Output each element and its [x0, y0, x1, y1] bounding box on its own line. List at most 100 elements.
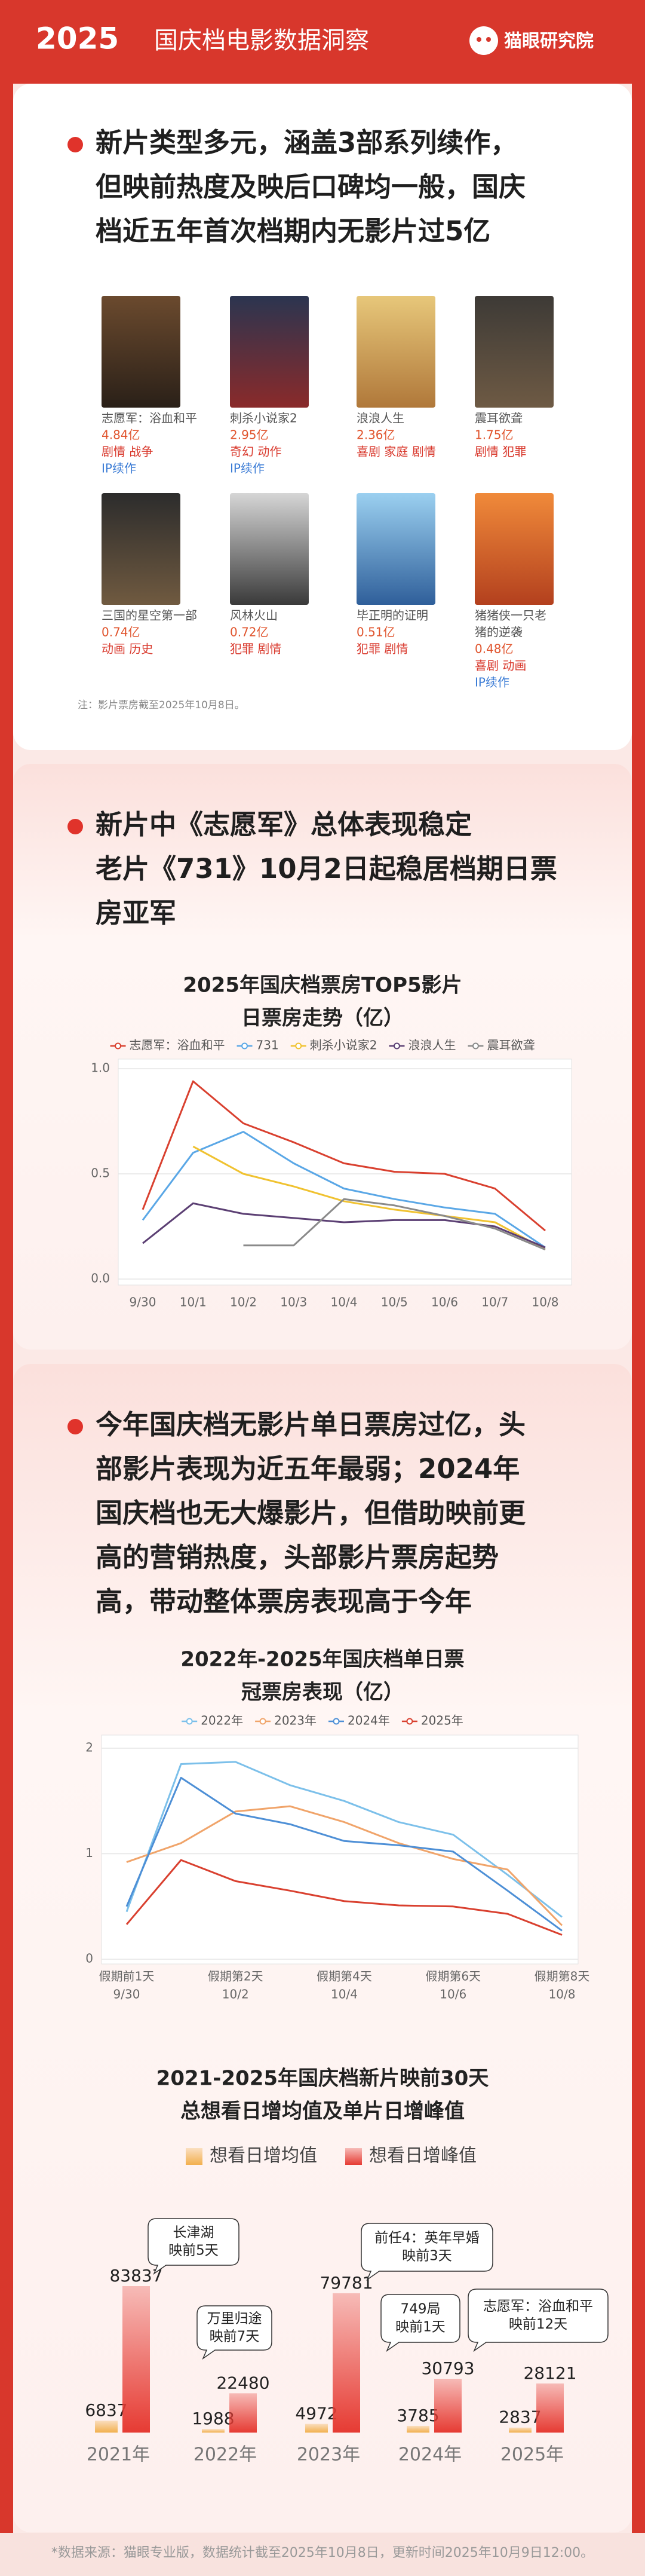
brand-logo-eye	[477, 37, 481, 42]
legend-label: 2024年	[348, 1714, 390, 1728]
heading-line: 档近五年首次档期内无影片过5亿	[96, 215, 490, 247]
bar-value-label: 1988	[192, 2409, 234, 2428]
poster	[475, 493, 554, 605]
heading-line: 老片《731》10月2日起稳居档期日票	[96, 853, 557, 885]
x-tick-label: 2024年	[398, 2445, 462, 2465]
x-tick-label: 假期前1天	[99, 1969, 155, 1984]
bar-value-label: 22480	[216, 2373, 269, 2393]
x-tick-label: 10/8	[532, 1295, 559, 1310]
movie-name: 三国的星空第一部	[102, 608, 197, 623]
poster	[357, 296, 435, 408]
plot-frame	[101, 1734, 579, 1965]
legend-marker	[295, 1042, 302, 1050]
x-tick-date: 9/30	[113, 1987, 140, 2002]
x-tick-label: 10/3	[280, 1295, 307, 1310]
movie-box-office: 0.51亿	[357, 625, 395, 640]
heading-line: 高，带动整体票房表现高于今年	[96, 1586, 472, 1617]
bar-value-label: 6837	[85, 2400, 127, 2420]
legend: 2022年 2023年 2024年 2025年	[182, 1714, 463, 1728]
series-line	[126, 1805, 563, 1926]
legend-label: 731	[256, 1038, 279, 1053]
movie-genres: 犯罪 剧情	[230, 642, 281, 656]
callout	[148, 2218, 239, 2275]
poster	[230, 296, 309, 408]
x-tick-date: 10/6	[440, 1987, 466, 2002]
x-tick-label: 假期第4天	[317, 1969, 372, 1984]
callout	[468, 2289, 609, 2352]
header-title: 国庆档电影数据洞察	[154, 27, 369, 54]
chart-title: 2025年国庆档票房TOP5影片	[183, 974, 462, 998]
callout-days: 映前3天	[402, 2248, 452, 2264]
heading-line: 国庆档也无大爆影片，但借助映前更	[96, 1497, 526, 1529]
movie-box-office: 2.95亿	[230, 428, 269, 442]
movie-box-office: 0.48亿	[475, 642, 514, 656]
x-tick-date: 10/8	[549, 1987, 576, 2002]
y-tick-label: 0.0	[91, 1271, 110, 1286]
callout-film: 志愿军：浴血和平	[483, 2299, 593, 2314]
poster	[230, 493, 309, 605]
legend-label: 2025年	[421, 1714, 463, 1728]
callout-days: 映前7天	[210, 2329, 260, 2345]
bar-value-label: 3785	[397, 2406, 439, 2425]
brand-logo	[469, 26, 498, 55]
x-tick-label: 2023年	[297, 2445, 360, 2465]
heading-line: 部影片表现为近五年最弱；2024年	[96, 1453, 520, 1485]
callout-days: 映前1天	[395, 2320, 446, 2335]
series-line	[142, 1131, 546, 1249]
legend-marker	[241, 1042, 248, 1050]
x-tick-label: 10/4	[331, 1295, 358, 1310]
heading-line: 高的营销热度，头部影片票房起势	[96, 1541, 499, 1573]
x-tick-date: 10/4	[331, 1987, 358, 2002]
legend-marker	[406, 1718, 413, 1725]
movie-name: 震耳欲聋	[475, 411, 523, 426]
bullet	[67, 819, 83, 834]
bar	[333, 2293, 360, 2433]
legend-marker	[333, 1718, 340, 1725]
legend-marker	[472, 1042, 479, 1050]
brand-name: 猫眼研究院	[504, 31, 594, 52]
bar	[229, 2393, 257, 2433]
poster	[475, 296, 554, 408]
bar-value-label: 79781	[320, 2273, 373, 2293]
series-line	[243, 1198, 546, 1251]
movie-genres: 剧情 战争	[102, 445, 153, 459]
bar	[122, 2286, 150, 2433]
legend-swatch	[186, 2148, 202, 2165]
x-tick-label: 2025年	[500, 2445, 564, 2465]
bar-value-label: 30793	[421, 2358, 474, 2378]
header-year: 2025	[36, 22, 119, 56]
bar-value-label: 4972	[295, 2403, 337, 2423]
movie-name: 浪浪人生	[357, 411, 404, 426]
legend-label: 2022年	[201, 1714, 243, 1728]
legend-marker	[393, 1042, 400, 1050]
header-bar	[0, 0, 645, 84]
bar	[202, 2429, 225, 2433]
callout-days: 映前12天	[509, 2317, 567, 2332]
chart-title: 冠票房表现（亿）	[241, 1681, 404, 1705]
x-tick-label: 10/5	[381, 1295, 408, 1310]
heading-line: 新片类型多元，涵盖3部系列续作，	[96, 127, 517, 158]
movie-box-office: 1.75亿	[475, 428, 514, 442]
x-tick-label: 2021年	[87, 2445, 150, 2465]
bar	[305, 2424, 328, 2433]
series-line	[192, 1145, 546, 1251]
callout	[196, 2305, 272, 2360]
plot-frame	[118, 1058, 572, 1286]
brand-logo-eye	[486, 37, 491, 42]
heading-line: 但映前热度及映后口碑均一般，国庆	[96, 171, 526, 203]
heading-line: 今年国庆档无影片单日票房过亿，头	[96, 1409, 526, 1440]
movie-genres: 犯罪 剧情	[357, 642, 408, 656]
chart-title: 2022年-2025年国庆档单日票	[180, 1648, 464, 1672]
bar	[509, 2427, 532, 2433]
poster	[102, 493, 180, 605]
movie-tag: IP续作	[475, 675, 509, 690]
movie-box-office: 0.72亿	[230, 625, 269, 640]
legend-label: 震耳欲聋	[487, 1038, 535, 1053]
bar	[407, 2425, 429, 2433]
poster	[357, 493, 435, 605]
movie-name: 风林火山	[230, 608, 278, 623]
legend-swatch	[345, 2148, 362, 2165]
movie-name: 志愿军：浴血和平	[102, 411, 197, 426]
callout-film: 万里归途	[207, 2311, 262, 2327]
series-line	[125, 1859, 563, 1936]
